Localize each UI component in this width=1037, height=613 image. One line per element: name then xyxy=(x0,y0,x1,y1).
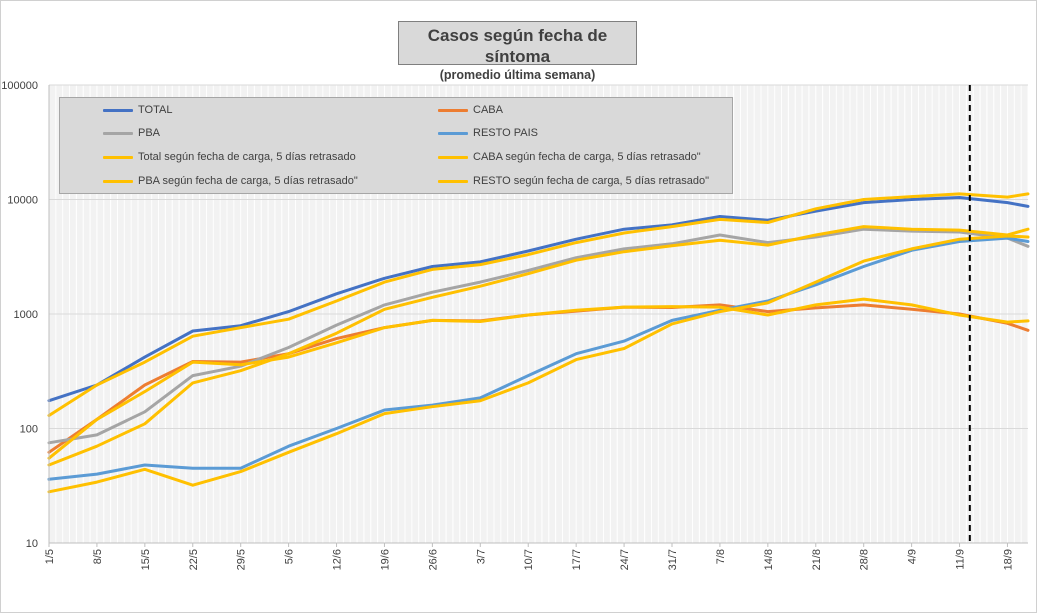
x-tick-label: 10/7 xyxy=(523,549,535,570)
legend-label: RESTO PAIS xyxy=(473,127,539,139)
legend-swatch xyxy=(438,131,468,135)
legend-label: RESTO según fecha de carga, 5 días retra… xyxy=(473,175,710,187)
chart-title-box: Casos según fecha de síntoma (promedio ú… xyxy=(398,21,637,82)
y-tick-label: 10 xyxy=(26,538,38,550)
x-tick-label: 31/7 xyxy=(667,549,679,570)
x-tick-label: 17/7 xyxy=(571,549,583,570)
chart-title: Casos según fecha de síntoma xyxy=(427,26,608,66)
series-line-7 xyxy=(47,234,1030,494)
legend-label: Total según fecha de carga, 5 días retra… xyxy=(138,151,356,163)
x-tick-label: 24/7 xyxy=(619,549,631,570)
chart-legend: TOTAL CABA PBA RESTO PAIS Total según fe… xyxy=(59,97,733,194)
x-tick-label: 18/9 xyxy=(1002,549,1014,570)
x-tick-label: 11/9 xyxy=(955,549,967,570)
x-tick-label: 26/6 xyxy=(427,549,439,570)
x-tick-label: 21/8 xyxy=(811,549,823,570)
legend-item-pba: PBA xyxy=(103,125,160,141)
legend-swatch xyxy=(103,131,133,135)
x-tick-label: 7/8 xyxy=(715,549,727,564)
legend-item-pba-carga: PBA según fecha de carga, 5 días retrasa… xyxy=(103,173,358,189)
legend-label: PBA según fecha de carga, 5 días retrasa… xyxy=(138,175,358,187)
x-tick-label: 4/9 xyxy=(907,549,919,564)
y-tick-label: 100000 xyxy=(1,80,38,92)
series-line-6 xyxy=(47,225,1030,467)
x-tick-label: 5/6 xyxy=(284,549,296,564)
y-tick-label: 10000 xyxy=(7,195,38,207)
chart-subtitle: (promedio última semana) xyxy=(439,68,596,82)
legend-label: CABA xyxy=(473,104,503,116)
legend-swatch xyxy=(438,179,468,183)
legend-swatch xyxy=(103,155,133,159)
y-tick-label: 1000 xyxy=(14,309,38,321)
legend-item-total-carga: Total según fecha de carga, 5 días retra… xyxy=(103,149,356,165)
x-tick-label: 14/8 xyxy=(763,549,775,570)
legend-item-resto-pais: RESTO PAIS xyxy=(438,125,538,141)
x-tick-label: 8/5 xyxy=(92,549,104,564)
legend-item-caba: CABA xyxy=(438,102,503,118)
series-line-2 xyxy=(47,227,1030,445)
series-line-0 xyxy=(47,196,1030,403)
series-lines xyxy=(47,192,1030,494)
legend-item-resto-carga: RESTO según fecha de carga, 5 días retra… xyxy=(438,173,709,189)
legend-swatch xyxy=(103,108,133,112)
x-tick-label: 22/5 xyxy=(188,549,200,570)
legend-swatch xyxy=(103,179,133,183)
x-tick-label: 28/8 xyxy=(859,549,871,570)
x-tick-label: 1/5 xyxy=(44,549,56,564)
x-tick-label: 19/6 xyxy=(379,549,391,570)
x-tick-label: 12/6 xyxy=(332,549,344,570)
x-tick-label: 29/5 xyxy=(236,549,248,570)
series-line-4 xyxy=(47,192,1030,417)
legend-swatch xyxy=(438,155,468,159)
legend-label: CABA según fecha de carga, 5 días retras… xyxy=(473,151,701,163)
series-line-3 xyxy=(47,236,1030,481)
legend-label: TOTAL xyxy=(138,104,173,116)
x-tick-label: 15/5 xyxy=(140,549,152,570)
legend-label: PBA xyxy=(138,127,161,139)
series-line-5 xyxy=(47,297,1030,460)
legend-item-total: TOTAL xyxy=(103,102,172,118)
axis-labels: 10 100 1000 10000 100000 1/5 8/5 15/5 22/5 29/5 5/… xyxy=(1,80,1028,570)
legend-item-caba-carga: CABA según fecha de carga, 5 días retras… xyxy=(438,149,701,165)
y-tick-label: 100 xyxy=(20,424,38,436)
x-tick-label: 3/7 xyxy=(475,549,487,564)
legend-swatch xyxy=(438,108,468,112)
